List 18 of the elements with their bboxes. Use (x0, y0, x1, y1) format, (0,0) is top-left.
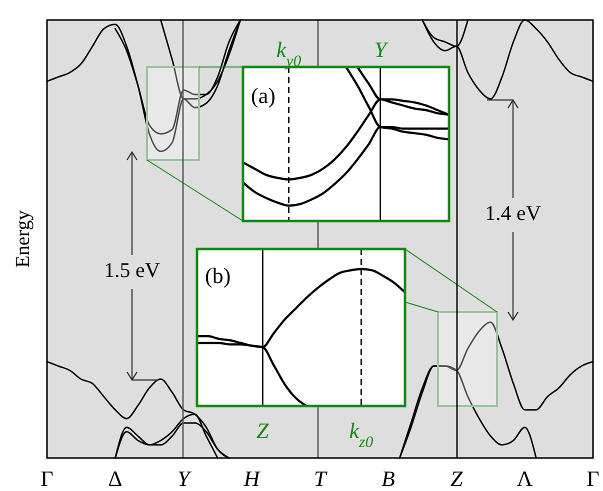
x-tick-label: k$_{z0}$ (349, 418, 374, 450)
x-tick-label: Z (256, 418, 270, 443)
x-tick-label: k$_{y0}$ (276, 37, 302, 70)
x-tick-label: Z (450, 466, 464, 491)
x-tick-label: Γ (586, 466, 600, 491)
x-tick-label: Δ (108, 466, 122, 491)
x-tick-label: Y (374, 37, 390, 62)
x-tick-label: B (382, 466, 395, 491)
x-tick-label: Y (177, 466, 192, 491)
annotation: 1.5 eV (104, 258, 160, 282)
x-tick-label: Γ (40, 466, 54, 491)
text: (a) (251, 83, 276, 108)
x-tick-label: H (242, 466, 261, 491)
chart-title: (b) (205, 263, 231, 288)
annotation: 1.4 eV (485, 201, 541, 225)
x-tick-label: Λ (516, 466, 533, 491)
y-axis-title: Energy (12, 210, 34, 268)
x-tick-label: T (314, 466, 328, 491)
